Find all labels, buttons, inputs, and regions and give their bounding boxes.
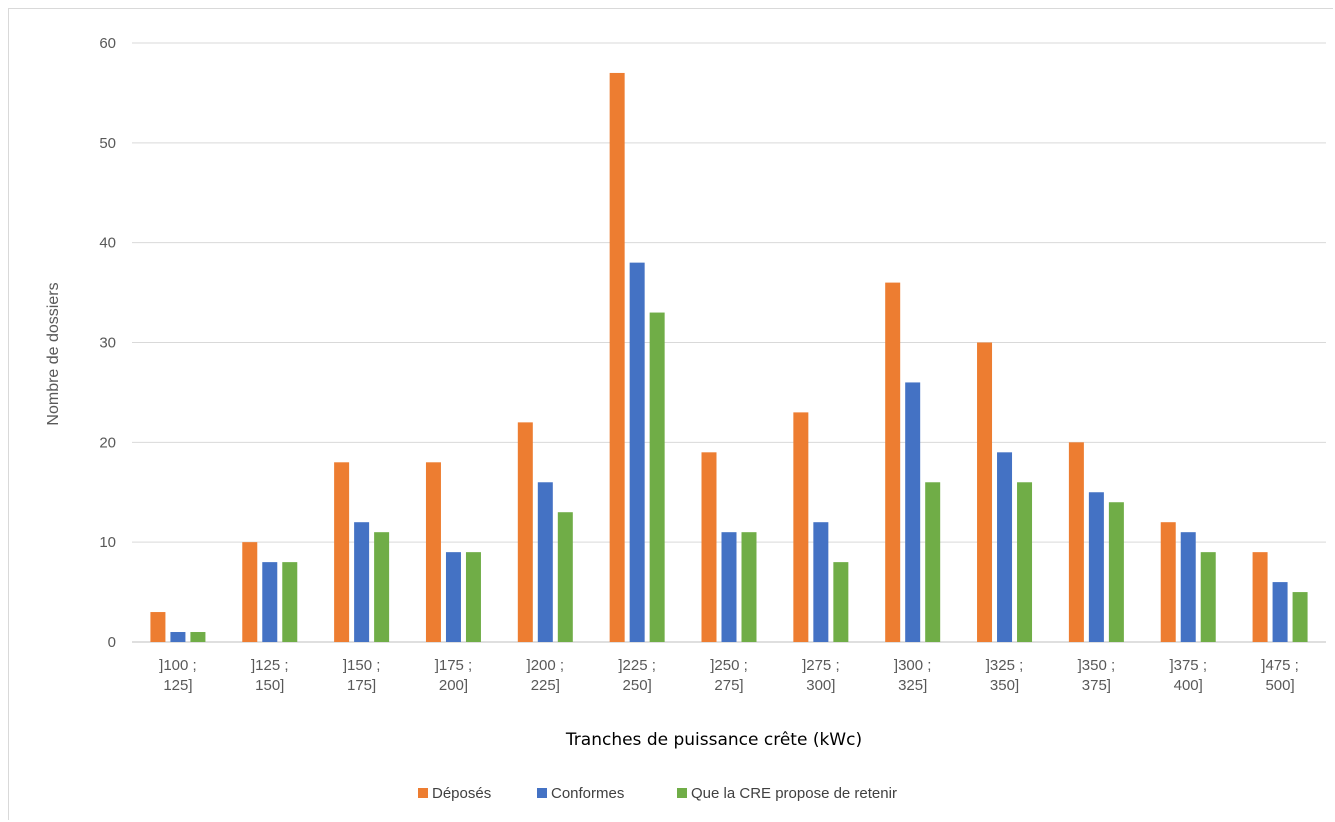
legend: Déposés Conformes Que la CRE propose de re…	[418, 785, 897, 802]
bar-conformes-9	[997, 452, 1013, 642]
x-tick-label: ]200 ;	[527, 657, 565, 674]
x-axis-ticks: ]100 ; 125] ]125 ; 150] ]150 ; 175] ]175 ; 200]…	[159, 657, 1299, 694]
bar-conformes-5	[629, 262, 645, 642]
x-tick-label: 225]	[531, 677, 560, 694]
legend-label: Déposés	[432, 785, 491, 802]
bar-conformes-7	[813, 522, 829, 642]
bar-d-pos-s-5	[609, 72, 625, 642]
bar-conformes-12	[1272, 582, 1288, 642]
bar-que-la-cre-propose-de-retenir-11	[1200, 552, 1216, 642]
x-tick-label: ]275 ;	[802, 657, 840, 674]
x-tick-label: ]350 ;	[1078, 657, 1116, 674]
x-tick-label: ]250 ;	[710, 657, 748, 674]
x-tick-label: ]225 ;	[618, 657, 656, 674]
x-tick-label: 200]	[439, 677, 468, 694]
bar-d-pos-s-6	[701, 452, 717, 642]
bar-que-la-cre-propose-de-retenir-2	[374, 532, 390, 642]
legend-label: Que la CRE propose de retenir	[691, 785, 897, 802]
bar-conformes-10	[1088, 492, 1104, 642]
x-tick-label: ]125 ;	[251, 657, 289, 674]
y-tick-label: 50	[99, 135, 116, 152]
bar-d-pos-s-12	[1252, 552, 1268, 642]
bars	[150, 72, 1308, 642]
bar-que-la-cre-propose-de-retenir-8	[925, 482, 941, 642]
x-tick-label: 350]	[990, 677, 1019, 694]
y-tick-label: 0	[108, 634, 116, 651]
bar-d-pos-s-8	[885, 282, 901, 642]
y-tick-label: 40	[99, 235, 116, 252]
bar-que-la-cre-propose-de-retenir-1	[282, 562, 298, 642]
bar-que-la-cre-propose-de-retenir-10	[1108, 502, 1124, 642]
legend-swatch	[537, 788, 547, 798]
bar-que-la-cre-propose-de-retenir-12	[1292, 592, 1308, 642]
legend-swatch	[677, 788, 687, 798]
bar-que-la-cre-propose-de-retenir-5	[649, 312, 665, 642]
x-tick-label: 175]	[347, 677, 376, 694]
x-tick-label: 325]	[898, 677, 927, 694]
y-tick-label: 10	[99, 534, 116, 551]
bar-que-la-cre-propose-de-retenir-3	[465, 552, 481, 642]
y-tick-label: 60	[99, 35, 116, 52]
y-axis-ticks: 0 10 20 30 40 50 60	[99, 35, 116, 651]
bar-que-la-cre-propose-de-retenir-4	[557, 512, 573, 642]
bar-conformes-0	[170, 632, 186, 642]
y-axis-title: Nombre de dossiers	[45, 282, 62, 425]
x-tick-label: ]175 ;	[435, 657, 473, 674]
bar-conformes-1	[262, 562, 278, 642]
bar-conformes-4	[537, 482, 553, 642]
legend-swatch	[418, 788, 428, 798]
chart-frame	[8, 8, 1333, 820]
bar-d-pos-s-4	[517, 422, 533, 642]
bar-d-pos-s-7	[793, 412, 809, 642]
x-tick-label: ]100 ;	[159, 657, 197, 674]
bar-que-la-cre-propose-de-retenir-6	[741, 532, 757, 642]
bar-conformes-11	[1180, 532, 1196, 642]
bar-que-la-cre-propose-de-retenir-0	[190, 632, 206, 642]
x-tick-label: 275]	[714, 677, 743, 694]
y-tick-label: 20	[99, 434, 116, 451]
bar-conformes-3	[445, 552, 461, 642]
x-tick-label: ]375 ;	[1169, 657, 1207, 674]
x-tick-label: 150]	[255, 677, 284, 694]
bar-d-pos-s-10	[1068, 442, 1084, 642]
x-tick-label: 500]	[1265, 677, 1294, 694]
x-tick-label: 125]	[163, 677, 192, 694]
bar-que-la-cre-propose-de-retenir-7	[833, 562, 849, 642]
bar-d-pos-s-1	[242, 542, 258, 642]
bar-d-pos-s-9	[977, 342, 993, 642]
x-tick-label: ]325 ;	[986, 657, 1024, 674]
bar-d-pos-s-11	[1160, 522, 1176, 642]
y-tick-label: 30	[99, 335, 116, 352]
bar-d-pos-s-0	[150, 612, 166, 642]
x-tick-label: ]300 ;	[894, 657, 932, 674]
x-tick-label: 250]	[623, 677, 652, 694]
bar-que-la-cre-propose-de-retenir-9	[1017, 482, 1033, 642]
bar-d-pos-s-3	[425, 462, 441, 642]
legend-label: Conformes	[551, 785, 624, 802]
x-tick-label: 400]	[1174, 677, 1203, 694]
x-tick-label: 300]	[806, 677, 835, 694]
x-tick-label: ]150 ;	[343, 657, 381, 674]
bar-d-pos-s-2	[334, 462, 350, 642]
bar-conformes-2	[354, 522, 370, 642]
x-tick-label: ]475 ;	[1261, 657, 1299, 674]
x-axis-title: Tranches de puissance crête (kWc)	[565, 730, 862, 750]
bar-conformes-8	[905, 382, 921, 642]
x-tick-label: 375]	[1082, 677, 1111, 694]
bar-conformes-6	[721, 532, 737, 642]
